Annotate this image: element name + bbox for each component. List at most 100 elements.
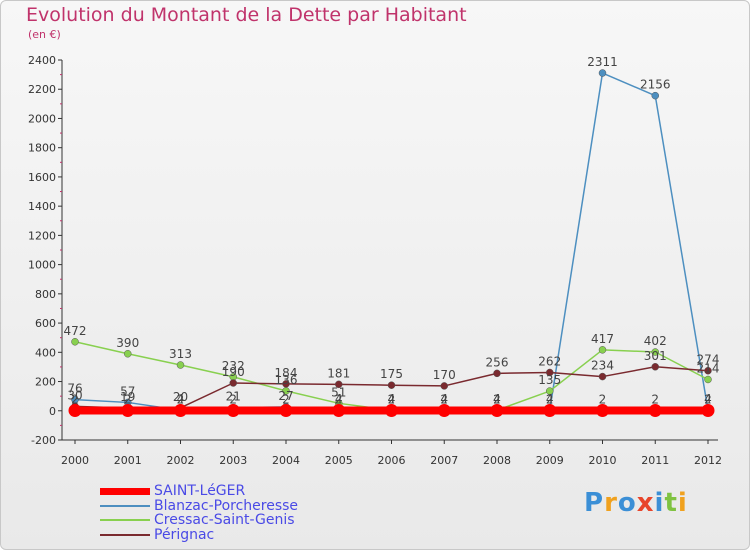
x-tick-label: 2004 [272,454,300,467]
x-tick-label: 2002 [167,454,195,467]
data-point [121,403,135,417]
legend-item: Pérignac [100,526,298,543]
data-label: 2 [335,392,343,406]
data-label: 234 [591,359,614,373]
x-tick-label: 2012 [694,454,722,467]
data-label: 20 [173,390,188,404]
data-label: 390 [116,336,139,350]
data-label: 232 [222,359,245,373]
x-tick-label: 2007 [430,454,458,467]
data-label: 2 [440,392,448,406]
y-tick-label: 400 [35,346,56,359]
chart-title: Evolution du Montant de la Dette par Hab… [26,4,467,26]
data-label: 214 [697,361,720,375]
y-tick-label: 200 [35,376,56,389]
data-label: 2 [651,392,659,406]
data-label: 2 [71,392,79,406]
legend: SAINT-LéGER Blanzac-Porcheresse Cressac-Sa… [100,484,298,542]
data-point [598,372,607,381]
data-label: 262 [538,354,561,368]
data-point [226,403,240,417]
data-label: 4 [335,392,343,406]
data-label: 274 [697,353,720,367]
x-tick-label: 2009 [536,454,564,467]
data-label: 417 [591,332,614,346]
data-point [174,403,187,417]
data-labels-layer: 2 2 2 2 2 2 2 2 2 2 2 2 276 574 21 27 4 4 4 4 42311215644723… [64,55,720,406]
data-label: 4 [440,392,448,406]
data-label: 136 [275,373,298,387]
data-point [335,380,343,389]
logo-letter: i [654,488,665,518]
line-chart: -200 0 200 400 600 800 1000 1200 1400 1600 1800 200… [28,54,722,467]
data-label: 256 [486,355,509,369]
proxiti-logo: Proxiti [584,488,688,518]
data-point [701,403,715,417]
legend-item: SAINT-LéGER [100,484,298,499]
series-layer [68,69,715,417]
data-label: 57 [120,384,135,398]
data-point [596,403,609,417]
x-tick-label: 2010 [589,454,617,467]
logo-letter: x [636,488,655,518]
data-label: 2 [599,392,607,406]
data-label: 2 [229,392,237,406]
data-label: 2 [704,392,712,406]
data-label: 4 [546,392,554,406]
data-point [704,375,712,384]
y-tick-label: 800 [35,288,56,301]
y-tick-label: 1600 [28,171,56,184]
data-label: 4 [388,392,396,406]
data-point [437,403,451,417]
logo-letter: t [664,488,678,518]
logo-letter: o [617,488,637,518]
y-tick-label: 1200 [28,229,56,242]
data-label: 21 [226,390,241,404]
x-tick-label: 2006 [378,454,406,467]
data-point [124,350,132,358]
data-point [651,348,659,356]
data-point [68,403,82,417]
y-tick-label: 2200 [28,83,56,96]
logo-letter: r [604,488,618,518]
data-label: 4 [493,392,501,406]
y-tick-label: 2000 [28,112,56,125]
data-label: 181 [327,366,350,380]
y-tick-label: 1000 [28,259,56,272]
legend-swatch [100,519,150,522]
data-label: 402 [644,334,667,348]
data-label: 2 [493,392,501,406]
y-tick-label: 2400 [28,54,56,67]
axes: -200 0 200 400 600 800 1000 1200 1400 1600 1800 200… [28,54,722,467]
data-label: 4 [493,392,501,406]
data-point [598,69,607,77]
data-label: 4 [177,392,185,406]
x-tick-label: 2011 [641,454,669,467]
legend-label: SAINT-LéGER [154,483,246,499]
data-point [490,403,504,417]
data-point [282,380,290,388]
data-label: 4 [440,392,448,406]
data-label: 301 [644,349,667,363]
data-point [440,382,448,390]
data-point [385,403,398,417]
data-point [387,381,396,389]
data-label: 30 [67,388,82,402]
legend-label: Pérignac [154,526,215,543]
data-label: 51 [331,385,346,399]
data-label: 2 [282,392,290,406]
data-label: 2 [124,392,132,406]
data-label: 27 [278,389,293,403]
data-label: 2 [546,392,554,406]
data-label: 175 [380,367,403,381]
data-point [493,369,501,378]
legend-label: Blanzac-Porcheresse [154,497,299,514]
data-point [546,368,554,377]
y-tick-label: 600 [35,317,56,330]
data-label: 190 [222,365,245,379]
y-tick-label: 1800 [28,142,56,155]
data-point [543,403,557,417]
data-point [71,338,79,346]
y-tick-label: 0 [49,405,56,418]
x-tick-label: 2003 [219,454,247,467]
